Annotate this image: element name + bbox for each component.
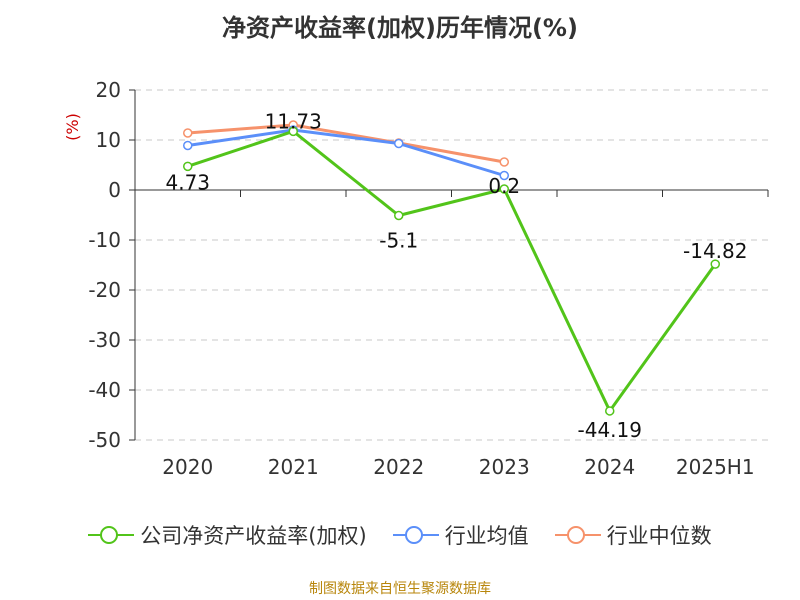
data-label: -5.1 bbox=[379, 229, 418, 253]
y-tick-label: -50 bbox=[88, 428, 121, 452]
legend-label: 行业均值 bbox=[444, 524, 529, 548]
data-label: -14.82 bbox=[683, 239, 747, 263]
data-label: -44.19 bbox=[578, 418, 642, 442]
legend-dot bbox=[100, 526, 119, 544]
data-source-note: 制图数据来自恒生聚源数据库 bbox=[309, 581, 491, 597]
data-point bbox=[499, 170, 509, 181]
x-tick-label: 2025H1 bbox=[676, 455, 755, 479]
data-point bbox=[183, 161, 193, 172]
y-tick-label: 0 bbox=[108, 178, 121, 202]
x-tick-label: 2023 bbox=[479, 455, 530, 479]
x-tick-label: 2024 bbox=[584, 455, 635, 479]
y-tick-label: -30 bbox=[88, 328, 121, 352]
series-line bbox=[187, 128, 505, 177]
legend-item-company[interactable]: 公司净资产收益率(加权) bbox=[88, 520, 367, 550]
legend-dot bbox=[404, 526, 423, 544]
y-tick-label: 10 bbox=[96, 128, 121, 152]
x-tick-label: 2021 bbox=[268, 455, 319, 479]
legend-marker-icon bbox=[554, 524, 601, 546]
data-point bbox=[183, 128, 193, 138]
data-label: 0.2 bbox=[488, 174, 520, 198]
legend-label: 公司净资产收益率(加权) bbox=[140, 524, 367, 548]
data-label: 11.73 bbox=[265, 109, 322, 133]
chart-title: 净资产收益率(加权)历年情况(%) bbox=[222, 14, 578, 42]
legend-marker-icon bbox=[88, 524, 135, 546]
y-tick-label: -20 bbox=[88, 278, 121, 302]
y-axis-label: (%) bbox=[63, 113, 82, 141]
data-point bbox=[499, 157, 509, 167]
legend-marker-icon bbox=[392, 524, 439, 546]
data-point bbox=[288, 126, 298, 137]
y-tick-label: 20 bbox=[96, 78, 121, 102]
legend-item-industry-mean[interactable]: 行业均值 bbox=[392, 520, 529, 550]
data-point bbox=[605, 406, 615, 416]
series-line bbox=[187, 123, 505, 164]
y-tick-label: -10 bbox=[88, 228, 121, 252]
legend-label: 行业中位数 bbox=[606, 524, 712, 548]
data-point bbox=[394, 138, 404, 149]
data-label: 4.73 bbox=[165, 170, 210, 194]
legend: 公司净资产收益率(加权) 行业均值 行业中位数 bbox=[0, 520, 800, 550]
data-point bbox=[394, 210, 404, 221]
x-tick-label: 2022 bbox=[373, 455, 424, 479]
series-line bbox=[187, 129, 717, 413]
data-point bbox=[499, 184, 509, 194]
data-point bbox=[183, 140, 193, 151]
legend-item-industry-median[interactable]: 行业中位数 bbox=[554, 520, 712, 550]
legend-dot bbox=[566, 526, 585, 544]
y-tick-label: -40 bbox=[88, 378, 121, 402]
x-tick-label: 2020 bbox=[162, 455, 213, 479]
data-point bbox=[710, 259, 720, 269]
